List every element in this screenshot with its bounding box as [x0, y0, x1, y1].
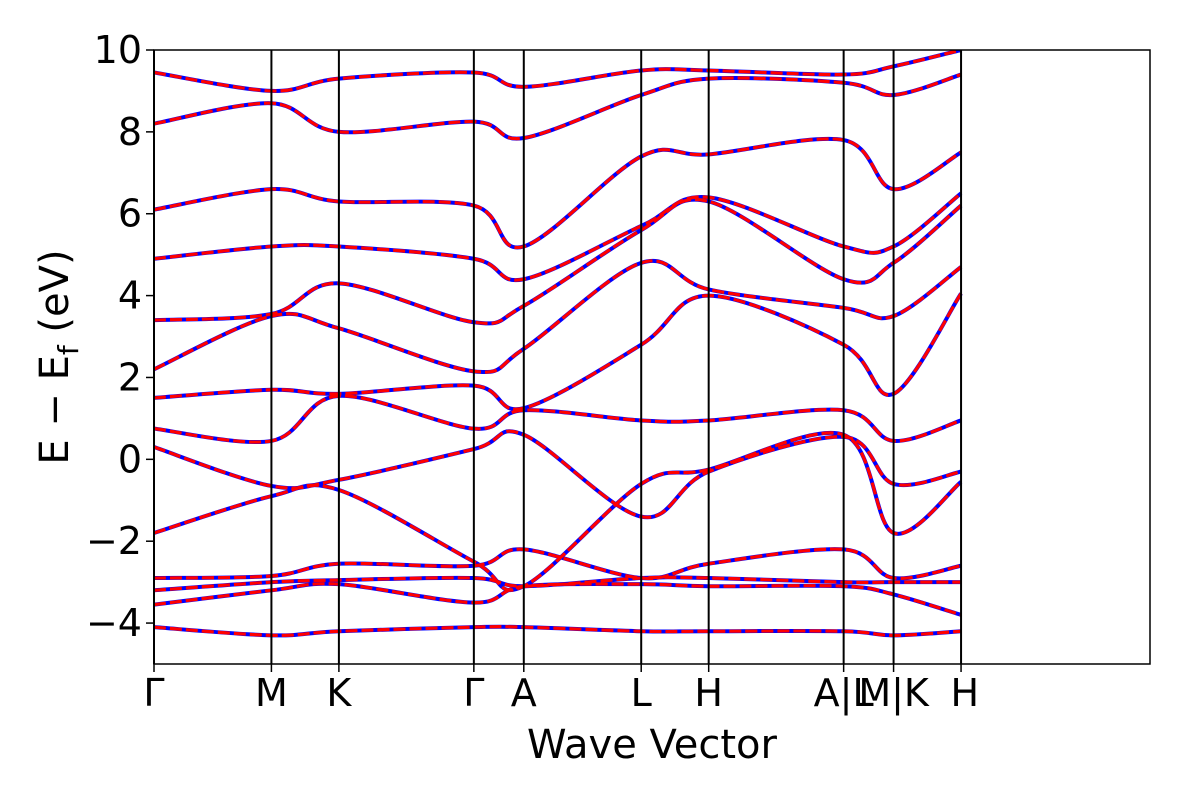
kpoint-label: Γ — [463, 671, 484, 715]
y-tick-label: −2 — [86, 519, 142, 563]
band-line — [154, 73, 962, 141]
y-tick-label: 2 — [118, 355, 142, 399]
y-ticks-group: −4 −2 0 2 4 6 8 10 — [86, 28, 154, 645]
band-line — [154, 192, 963, 282]
y-tick-label: 4 — [118, 274, 142, 318]
band-line — [154, 625, 962, 638]
kpoint-label: M|K — [858, 671, 930, 716]
y-axis-label-unit: (eV) — [32, 249, 78, 345]
kpoint-label: M — [255, 671, 288, 715]
kpoint-label: A — [511, 671, 537, 715]
band-line — [154, 575, 962, 592]
kpoint-label: K — [326, 671, 352, 715]
bands-group — [154, 50, 963, 638]
y-tick-label: −4 — [86, 601, 142, 645]
y-axis-label-main: E − E — [32, 355, 78, 465]
band-line — [154, 198, 963, 326]
band-line — [154, 50, 962, 93]
kpoint-label: H — [950, 671, 979, 715]
y-tick-label: 0 — [118, 437, 142, 481]
y-tick-label: 8 — [118, 110, 142, 154]
kpoint-label: H — [694, 671, 723, 715]
kpoint-label: A|L — [814, 671, 874, 716]
plot-frame — [153, 49, 1151, 665]
band-line — [154, 394, 962, 444]
x-axis-label: Wave Vector — [527, 722, 778, 768]
band-line — [154, 259, 963, 374]
y-tick-label: 10 — [94, 28, 142, 72]
band-line — [154, 292, 963, 411]
band-line — [154, 431, 963, 592]
y-axis-label-subscript: f — [52, 344, 85, 355]
band-line — [154, 547, 962, 581]
x-ticks-group: Γ M K Γ A L H A|LM|K H — [143, 664, 979, 716]
y-axis-label: E − Ef (eV) — [32, 249, 85, 464]
kpoint-label: Γ — [143, 671, 164, 715]
band-line — [154, 137, 962, 250]
kpoint-label: L — [631, 671, 652, 715]
band-series-1 — [154, 50, 963, 638]
y-tick-label: 6 — [118, 192, 142, 236]
band-line — [154, 429, 962, 519]
